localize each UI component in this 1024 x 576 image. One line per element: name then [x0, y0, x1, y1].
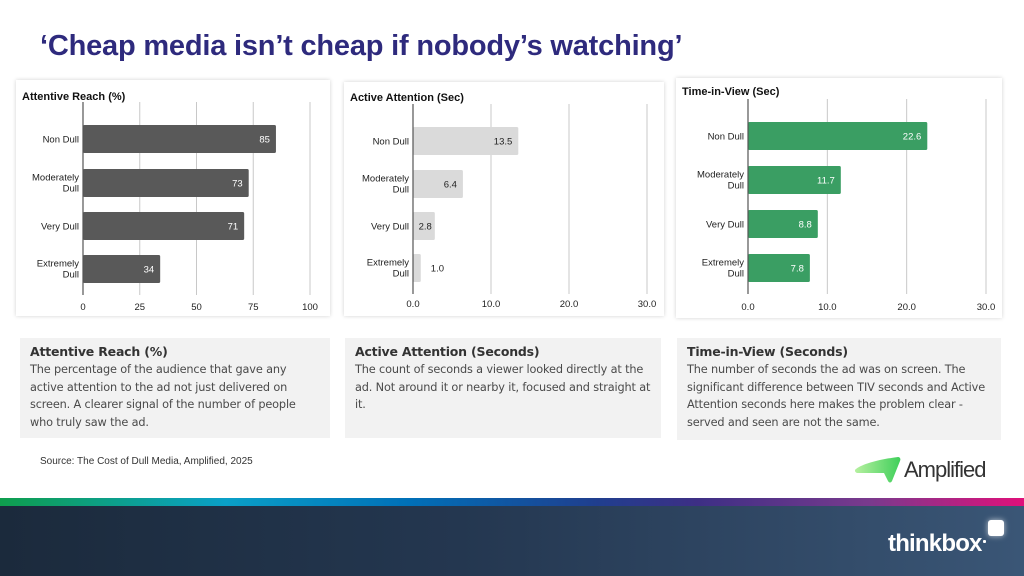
tick-label: 0.0	[406, 299, 419, 310]
bar	[83, 125, 276, 153]
bar	[748, 210, 818, 238]
thinkbox-dot-icon	[983, 540, 986, 543]
tick-label: 100	[302, 302, 318, 313]
category-label: Non Dull	[708, 132, 744, 143]
data-label: 2.8	[419, 222, 432, 233]
bar	[413, 127, 519, 155]
category-label: Dull	[63, 270, 79, 281]
data-label: 22.6	[903, 132, 922, 143]
description-active-attention: Active Attention (Seconds) The count of …	[345, 338, 661, 438]
data-label: 7.8	[791, 264, 804, 275]
description-heading: Time-in-View (Seconds)	[687, 344, 848, 359]
description-body: The percentage of the audience that gave…	[30, 363, 296, 429]
chart-time-in-view: Time-in-View (Sec) 0.0 10.0 20.0 30.0 Non Dul…	[682, 86, 996, 313]
bar	[413, 254, 421, 282]
category-label: Extremely	[367, 258, 409, 269]
description-body: The count of seconds a viewer looked dir…	[355, 363, 651, 411]
tick-label: 0	[80, 302, 85, 313]
tick-label: 25	[134, 302, 145, 313]
tick-label: 20.0	[560, 299, 579, 310]
description-time-in-view: Time-in-View (Seconds) The number of sec…	[677, 338, 1001, 440]
data-label: 6.4	[444, 180, 457, 191]
tick-label: 50	[191, 302, 202, 313]
chart-attentive-reach: Attentive Reach (%) 0 25 50 75 100 Non Dull 85 M…	[22, 91, 318, 313]
amplified-logo: Amplified	[854, 455, 986, 485]
chart-title: Active Attention (Sec)	[350, 92, 464, 104]
bar	[748, 166, 841, 194]
category-label: Very Dull	[41, 222, 79, 233]
brand-gradient-strip	[0, 498, 1024, 506]
bar	[83, 169, 249, 197]
category-label: Moderately	[32, 173, 79, 184]
tick-label: 0.0	[741, 302, 754, 313]
thinkbox-wordmark: thinkbox	[888, 530, 982, 557]
category-label: Very Dull	[371, 222, 409, 233]
data-label: 1.0	[431, 264, 444, 275]
bar	[83, 212, 245, 240]
chart-active-attention: Active Attention (Sec) 0.0 10.0 20.0 30.0 Non…	[350, 92, 657, 310]
category-label: Dull	[393, 185, 409, 196]
category-label: Extremely	[702, 258, 744, 269]
tick-label: 20.0	[897, 302, 916, 313]
chart-title: Attentive Reach (%)	[22, 91, 126, 103]
category-label: Non Dull	[373, 137, 409, 148]
tick-label: 10.0	[482, 299, 501, 310]
bar	[748, 254, 810, 282]
chart-panel-attentive-reach: Attentive Reach (%) 0 25 50 75 100 Non Dull 85 M…	[16, 80, 330, 316]
tick-label: 75	[248, 302, 259, 313]
description-heading: Attentive Reach (%)	[30, 344, 168, 359]
footer-bar	[0, 506, 1024, 576]
category-label: Dull	[393, 269, 409, 280]
amplified-wordmark: Amplified	[904, 457, 986, 482]
data-label: 13.5	[494, 137, 513, 148]
tick-label: 30.0	[638, 299, 657, 310]
data-label: 11.7	[817, 176, 835, 187]
bar	[413, 170, 463, 198]
description-body: The number of seconds the ad was on scre…	[687, 363, 985, 429]
category-label: Moderately	[362, 174, 409, 185]
tick-label: 10.0	[818, 302, 837, 313]
data-label: 71	[228, 222, 239, 233]
bar	[748, 122, 928, 150]
bar	[83, 255, 161, 283]
slide-title: ‘Cheap media isn’t cheap if nobody’s wat…	[40, 30, 683, 62]
data-label: 34	[144, 265, 155, 276]
category-label: Extremely	[37, 259, 79, 270]
category-label: Dull	[728, 181, 744, 192]
category-label: Dull	[63, 184, 79, 195]
amplified-arrow-icon	[854, 457, 901, 483]
description-attentive-reach: Attentive Reach (%) The percentage of th…	[20, 338, 330, 438]
category-label: Moderately	[697, 170, 744, 181]
data-label: 8.8	[799, 220, 812, 231]
chart-panel-active-attention: Active Attention (Sec) 0.0 10.0 20.0 30.0 Non…	[344, 82, 664, 316]
description-heading: Active Attention (Seconds)	[355, 344, 540, 359]
chart-title: Time-in-View (Sec)	[682, 86, 780, 98]
thinkbox-square-icon	[988, 520, 1004, 536]
data-label: 73	[232, 179, 243, 190]
category-label: Dull	[728, 269, 744, 280]
category-label: Non Dull	[43, 135, 79, 146]
category-label: Very Dull	[706, 220, 744, 231]
tick-label: 30.0	[977, 302, 996, 313]
source-note: Source: The Cost of Dull Media, Amplifie…	[40, 456, 253, 467]
bar	[413, 212, 435, 240]
data-label: 85	[259, 135, 270, 146]
chart-panel-time-in-view: Time-in-View (Sec) 0.0 10.0 20.0 30.0 Non Dul…	[676, 78, 1002, 318]
